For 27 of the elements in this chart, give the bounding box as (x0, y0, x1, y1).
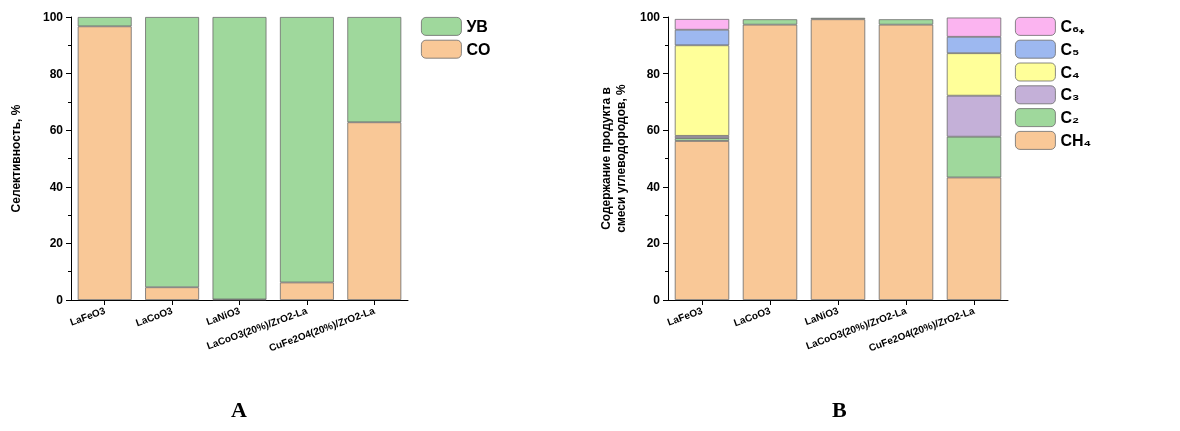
y-tick-label: 60 (646, 123, 661, 138)
y-tick-label: 60 (49, 123, 64, 138)
text: B (832, 396, 847, 422)
y-tick-label: 100 (42, 10, 64, 24)
y-tick-label: 20 (646, 236, 661, 251)
y-tick-label: 40 (49, 179, 64, 194)
legend-label: CO (466, 40, 491, 58)
bar (810, 19, 866, 300)
y-axis-title: Содержание продукта в смеси углеводородов, % (598, 83, 628, 233)
y-tick-label: 100 (639, 10, 661, 24)
y-tick-label: 80 (49, 66, 64, 81)
y-tick-label: 0 (56, 293, 64, 307)
bar (212, 17, 267, 300)
text: A (231, 396, 247, 422)
legend-label: C₃ (1060, 86, 1080, 104)
legend-label: C₆₊ (1060, 17, 1086, 35)
legend-label: C₂ (1060, 109, 1080, 127)
legend-label: C₄ (1060, 63, 1080, 81)
legend-label: УВ (466, 17, 488, 35)
y-axis-title: Селективность, % (8, 104, 23, 213)
y-tick-label: 0 (653, 293, 661, 307)
legend-label: CH₄ (1060, 131, 1092, 149)
bar (674, 140, 730, 300)
y-tick-label: 20 (49, 236, 64, 251)
y-tick-label: 80 (646, 66, 661, 81)
legend-label: C₅ (1060, 40, 1080, 58)
y-tick-label: 40 (646, 179, 661, 194)
